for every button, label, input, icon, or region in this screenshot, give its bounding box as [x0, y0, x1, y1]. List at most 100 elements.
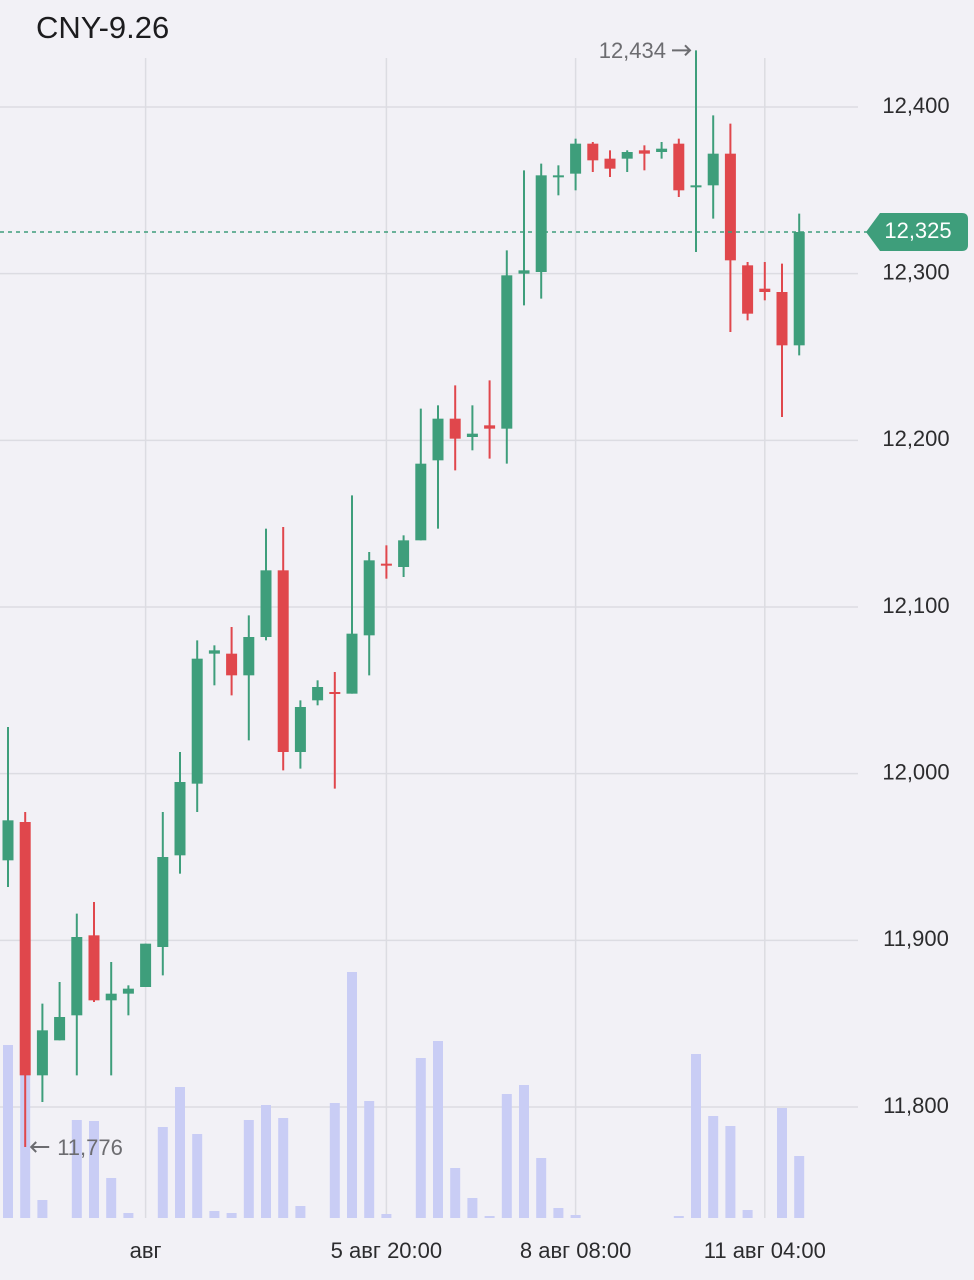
max-arrow — [672, 44, 692, 57]
candle-body — [157, 857, 169, 947]
volume-bar — [157, 1127, 168, 1218]
volume-bar — [484, 1216, 495, 1218]
volume-bar — [226, 1213, 237, 1218]
candle-body — [243, 637, 255, 676]
volume-bar — [209, 1211, 220, 1218]
candle-body — [587, 143, 599, 161]
y-tick-label: 12,400 — [882, 93, 949, 118]
volume-bar — [278, 1118, 289, 1218]
y-tick-label: 11,900 — [883, 926, 949, 951]
candle-body — [449, 418, 461, 439]
candle-body — [329, 692, 341, 694]
candle-body — [466, 433, 478, 437]
volume-bar — [450, 1168, 461, 1218]
candle-body — [19, 822, 31, 1076]
volume-bar — [123, 1213, 134, 1218]
volume-bar — [3, 1045, 13, 1218]
volume-bar — [708, 1116, 719, 1218]
volume-bar — [501, 1094, 512, 1218]
volume-bar — [192, 1134, 203, 1218]
candle-body — [656, 148, 668, 152]
candle-body — [363, 560, 375, 636]
candle-body — [122, 988, 134, 994]
volume-bar — [364, 1101, 375, 1218]
candle-body — [191, 658, 203, 784]
max-label: 12,434 — [599, 38, 666, 63]
volume-bar — [519, 1085, 529, 1218]
candle-body — [621, 152, 633, 159]
candle-body — [724, 153, 736, 261]
candle-body — [518, 270, 530, 274]
candle-body — [742, 265, 754, 314]
volume-bar — [415, 1058, 426, 1218]
y-tick-label: 12,000 — [882, 759, 949, 784]
candle-body — [707, 153, 719, 186]
candle-body — [604, 158, 616, 169]
y-tick-label: 12,200 — [882, 426, 949, 451]
candle-body — [105, 993, 117, 1001]
volume-bar — [673, 1216, 684, 1218]
y-tick-label: 12,300 — [882, 259, 949, 284]
candle-body — [380, 563, 392, 566]
candle-body — [415, 463, 427, 541]
volume-bar — [691, 1054, 701, 1218]
x-tick-label: 5 авг 20:00 — [331, 1238, 442, 1263]
candle-body — [501, 275, 513, 429]
volume-bar — [329, 1103, 340, 1218]
volume-bar — [570, 1215, 581, 1218]
volume-bar — [725, 1126, 736, 1218]
candle-body — [398, 540, 410, 567]
min-label: 11,776 — [57, 1135, 123, 1160]
candle-body — [71, 937, 83, 1016]
candle-body — [312, 687, 324, 701]
volume-bar — [261, 1105, 271, 1218]
volume-bar — [295, 1206, 306, 1218]
candle-body — [54, 1017, 66, 1041]
candle-body — [776, 292, 788, 346]
x-tick-label: 11 авг 04:00 — [704, 1238, 826, 1263]
volume-bar — [777, 1108, 787, 1218]
volume-bar — [71, 1120, 82, 1218]
volume-bar — [37, 1200, 48, 1218]
y-tick-label: 12,100 — [882, 593, 949, 618]
chart-title: CNY-9.26 — [36, 10, 169, 45]
candle-body — [759, 288, 771, 292]
candle-body — [174, 782, 186, 856]
volume-bar — [553, 1208, 564, 1218]
candle-body — [88, 935, 100, 1001]
volume-bar — [89, 1121, 99, 1218]
candle-body — [2, 820, 14, 861]
candle-body — [260, 570, 272, 637]
candle-body — [570, 143, 582, 174]
volume-bar — [175, 1087, 185, 1218]
volume-bar — [347, 972, 357, 1218]
volume-bar — [106, 1178, 117, 1218]
candle-body — [226, 653, 238, 676]
y-tick-label: 11,800 — [883, 1093, 949, 1118]
last-price-label: 12,325 — [884, 218, 951, 243]
x-tick-label: 8 авг 08:00 — [520, 1238, 631, 1263]
candle-body — [484, 425, 496, 429]
candle-body — [673, 143, 685, 191]
min-arrow — [29, 1141, 50, 1153]
candle-body — [208, 650, 220, 654]
candle-body — [36, 1030, 48, 1076]
candle-body — [552, 175, 564, 178]
candle-body — [535, 175, 547, 272]
candle-body — [793, 232, 805, 346]
volume-bar — [467, 1198, 478, 1218]
volume-bar — [742, 1210, 753, 1218]
volume-bar — [381, 1214, 392, 1218]
volume-bar — [243, 1120, 254, 1218]
candle-body — [277, 570, 289, 752]
volume-bar — [536, 1158, 547, 1218]
candle-body — [638, 150, 650, 154]
x-tick-label: авг — [130, 1238, 162, 1263]
candle-body — [140, 943, 152, 987]
last-price-badge — [866, 213, 968, 251]
volume-bar — [794, 1156, 805, 1218]
candle-body — [432, 418, 444, 461]
